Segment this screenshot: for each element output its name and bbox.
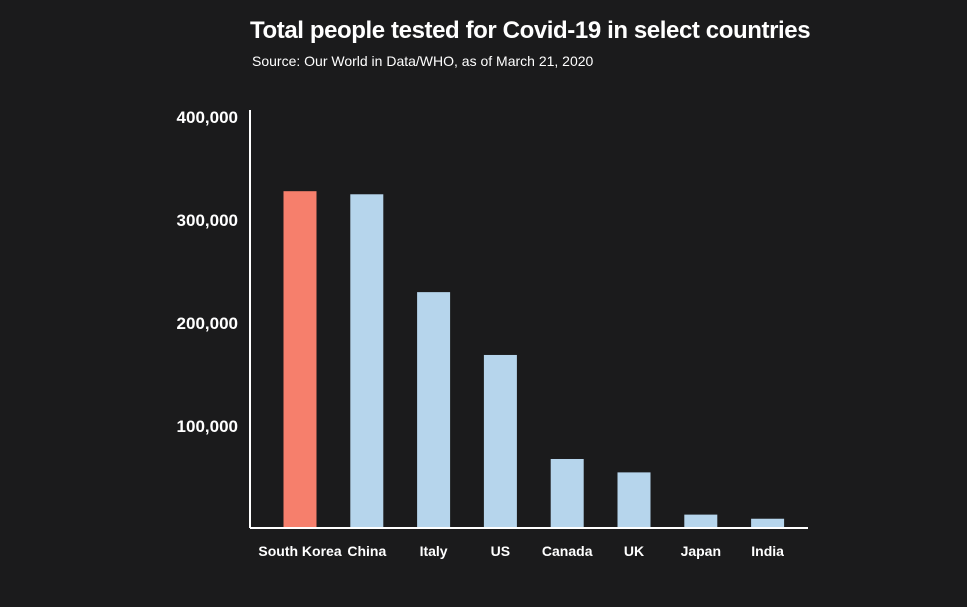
x-category-label-india: India — [751, 543, 784, 559]
y-tick-label: 200,000 — [177, 314, 238, 333]
bar-japan — [684, 514, 718, 528]
chart-subtitle: Source: Our World in Data/WHO, as of Mar… — [252, 53, 594, 69]
x-category-label-japan: Japan — [681, 543, 721, 559]
bar-india — [751, 518, 785, 528]
x-axis-labels: South Korea China Italy US Canada UK Japan Indi… — [258, 543, 784, 559]
bar-canada — [550, 458, 584, 528]
x-category-label-italy: Italy — [420, 543, 448, 559]
bar-uk — [617, 472, 651, 528]
chart-title: Total people tested for Covid-19 in sele… — [250, 17, 811, 44]
x-category-label-canada: Canada — [542, 543, 593, 559]
x-category-label-uk: UK — [624, 543, 644, 559]
bars — [283, 191, 785, 528]
bar-china — [350, 194, 384, 528]
y-axis-ticks: 100,000 200,000 300,000 400,000 — [177, 108, 238, 436]
y-tick-label: 400,000 — [177, 108, 238, 127]
x-category-label-china: China — [347, 543, 386, 559]
bar-italy — [417, 292, 451, 528]
y-tick-label: 300,000 — [177, 211, 238, 230]
x-category-label-us: US — [491, 543, 510, 559]
bar-us — [483, 354, 517, 528]
bar-south-korea — [283, 191, 317, 528]
y-tick-label: 100,000 — [177, 417, 238, 436]
x-category-label-south-korea: South Korea — [258, 543, 341, 559]
